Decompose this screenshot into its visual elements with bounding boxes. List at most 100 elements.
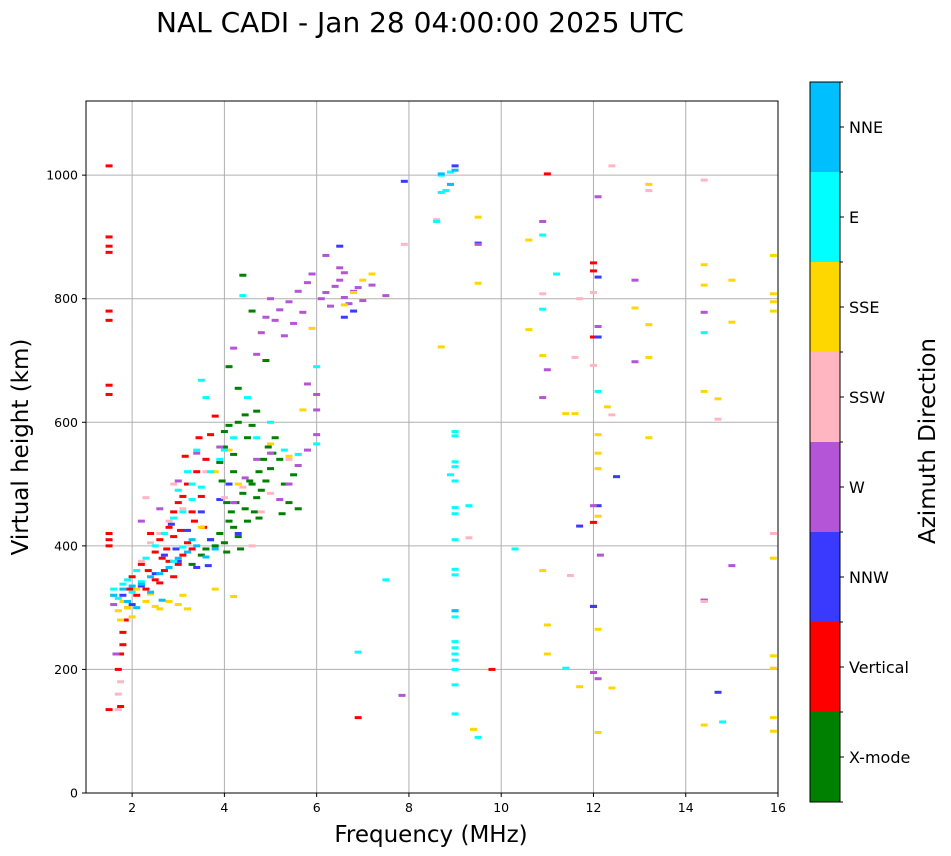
series-nne (110, 168, 459, 613)
data-point (211, 587, 219, 591)
data-point (234, 532, 242, 535)
data-point (368, 272, 376, 276)
colorbar-title: Azimuth Direction (915, 338, 941, 544)
data-point (571, 412, 579, 416)
data-point (398, 693, 406, 697)
data-point (248, 482, 256, 486)
data-point (174, 488, 182, 492)
data-point (285, 501, 293, 505)
data-point (174, 562, 182, 566)
data-point (160, 553, 168, 557)
data-point (119, 582, 127, 586)
data-point (446, 170, 454, 174)
data-point (220, 430, 228, 434)
data-point (142, 587, 150, 591)
data-point (114, 708, 122, 712)
data-point (246, 479, 254, 483)
data-point (105, 383, 113, 387)
data-point (183, 482, 191, 486)
data-point (128, 603, 136, 607)
data-point (179, 494, 187, 498)
data-point (271, 436, 279, 440)
data-point (539, 219, 547, 223)
data-point (451, 615, 459, 619)
data-point (631, 306, 639, 310)
data-point (243, 519, 251, 523)
data-point (308, 272, 316, 276)
colorbar-segment (810, 262, 840, 352)
data-point (202, 547, 210, 551)
data-point (223, 550, 231, 554)
data-point (133, 587, 141, 591)
data-point (220, 448, 228, 452)
data-point (400, 242, 408, 246)
data-point (451, 506, 459, 510)
data-point (451, 712, 459, 716)
colorbar-label: NNE (849, 118, 883, 137)
data-point (179, 510, 187, 514)
data-point (700, 723, 708, 727)
data-point (594, 467, 602, 471)
data-point (331, 284, 339, 288)
data-point (234, 420, 242, 424)
data-point (539, 307, 547, 311)
data-point (165, 525, 173, 529)
data-point (128, 584, 136, 588)
data-point (589, 504, 597, 508)
data-point (262, 479, 270, 483)
data-point (179, 593, 187, 597)
data-point (451, 512, 459, 516)
data-point (156, 581, 164, 585)
data-point (230, 436, 238, 440)
data-point (285, 482, 293, 486)
data-point (317, 297, 325, 301)
data-point (631, 278, 639, 282)
data-point (278, 512, 286, 516)
data-point (114, 692, 122, 696)
data-point (105, 309, 113, 313)
colorbar-segment (810, 172, 840, 262)
y-tick-label: 600 (54, 415, 78, 430)
data-point (267, 491, 275, 495)
data-point (170, 510, 178, 514)
data-point (525, 238, 533, 242)
x-tick-label: 8 (405, 800, 413, 815)
data-point (769, 654, 777, 658)
x-tick-label: 12 (586, 800, 602, 815)
data-point (181, 454, 189, 458)
data-point (451, 640, 459, 644)
data-point (594, 275, 602, 279)
data-point (769, 532, 777, 535)
data-point (230, 595, 238, 599)
data-point (719, 720, 727, 724)
data-point (220, 541, 228, 545)
data-point (576, 524, 584, 528)
data-point (589, 269, 597, 273)
data-point (234, 482, 242, 486)
data-point (105, 164, 113, 168)
data-point (594, 677, 602, 681)
x-tick-label: 14 (678, 800, 694, 815)
data-point (465, 504, 473, 508)
data-point (225, 423, 233, 427)
data-point (119, 630, 127, 634)
data-point (589, 671, 597, 675)
data-point (144, 569, 152, 573)
data-point (133, 593, 141, 597)
data-point (174, 479, 182, 483)
data-point (290, 321, 298, 325)
data-point (248, 423, 256, 427)
data-point (313, 365, 321, 369)
data-point (105, 544, 113, 548)
data-point (631, 360, 639, 364)
series-nnw (119, 164, 722, 694)
data-point (308, 326, 316, 330)
data-point (239, 273, 247, 277)
data-point (714, 690, 722, 694)
data-point (137, 584, 145, 588)
data-point (220, 445, 228, 449)
data-point (230, 346, 238, 350)
data-point (124, 578, 132, 582)
data-point (280, 334, 288, 338)
data-point (105, 244, 113, 248)
